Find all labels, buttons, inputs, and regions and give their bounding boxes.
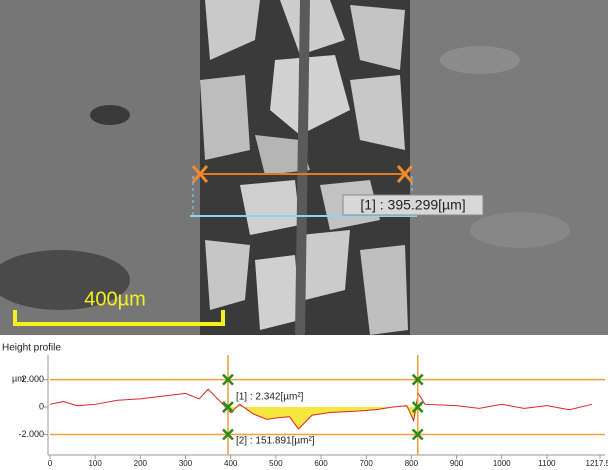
annotation: [2] : 151.891[µm²] bbox=[236, 436, 315, 447]
x-tick-label: 100 bbox=[88, 459, 102, 468]
y-tick-label: -2.000 bbox=[18, 429, 44, 439]
screen: [1] : 395.299[µm] 400µm Height profile µ… bbox=[0, 0, 608, 470]
x-tick-label: 1100 bbox=[538, 459, 556, 468]
x-tick-label: 900 bbox=[450, 459, 464, 468]
scale-bar-label: 400µm bbox=[84, 288, 146, 310]
micrograph bbox=[0, 0, 608, 335]
x-tick-label: 1000 bbox=[493, 459, 511, 468]
x-tick-label: 300 bbox=[179, 459, 193, 468]
y-tick-label: 0 bbox=[39, 401, 44, 411]
x-tick-label: 800 bbox=[405, 459, 419, 468]
x-tick-label: 200 bbox=[134, 459, 148, 468]
annotation: [1] : 2.342[µm²] bbox=[236, 392, 304, 403]
x-tick-label: 400 bbox=[224, 459, 238, 468]
measurement-label: [1] : 395.299[µm] bbox=[360, 197, 465, 213]
x-tick-label: 1217.56 bbox=[586, 459, 608, 468]
y-tick-label: 2.000 bbox=[21, 374, 44, 384]
x-tick-label: 700 bbox=[360, 459, 374, 468]
chart-title: Height profile bbox=[2, 343, 61, 354]
x-tick-label: 0 bbox=[48, 459, 53, 468]
x-tick-label: 500 bbox=[269, 459, 283, 468]
x-tick-label: 600 bbox=[314, 459, 328, 468]
